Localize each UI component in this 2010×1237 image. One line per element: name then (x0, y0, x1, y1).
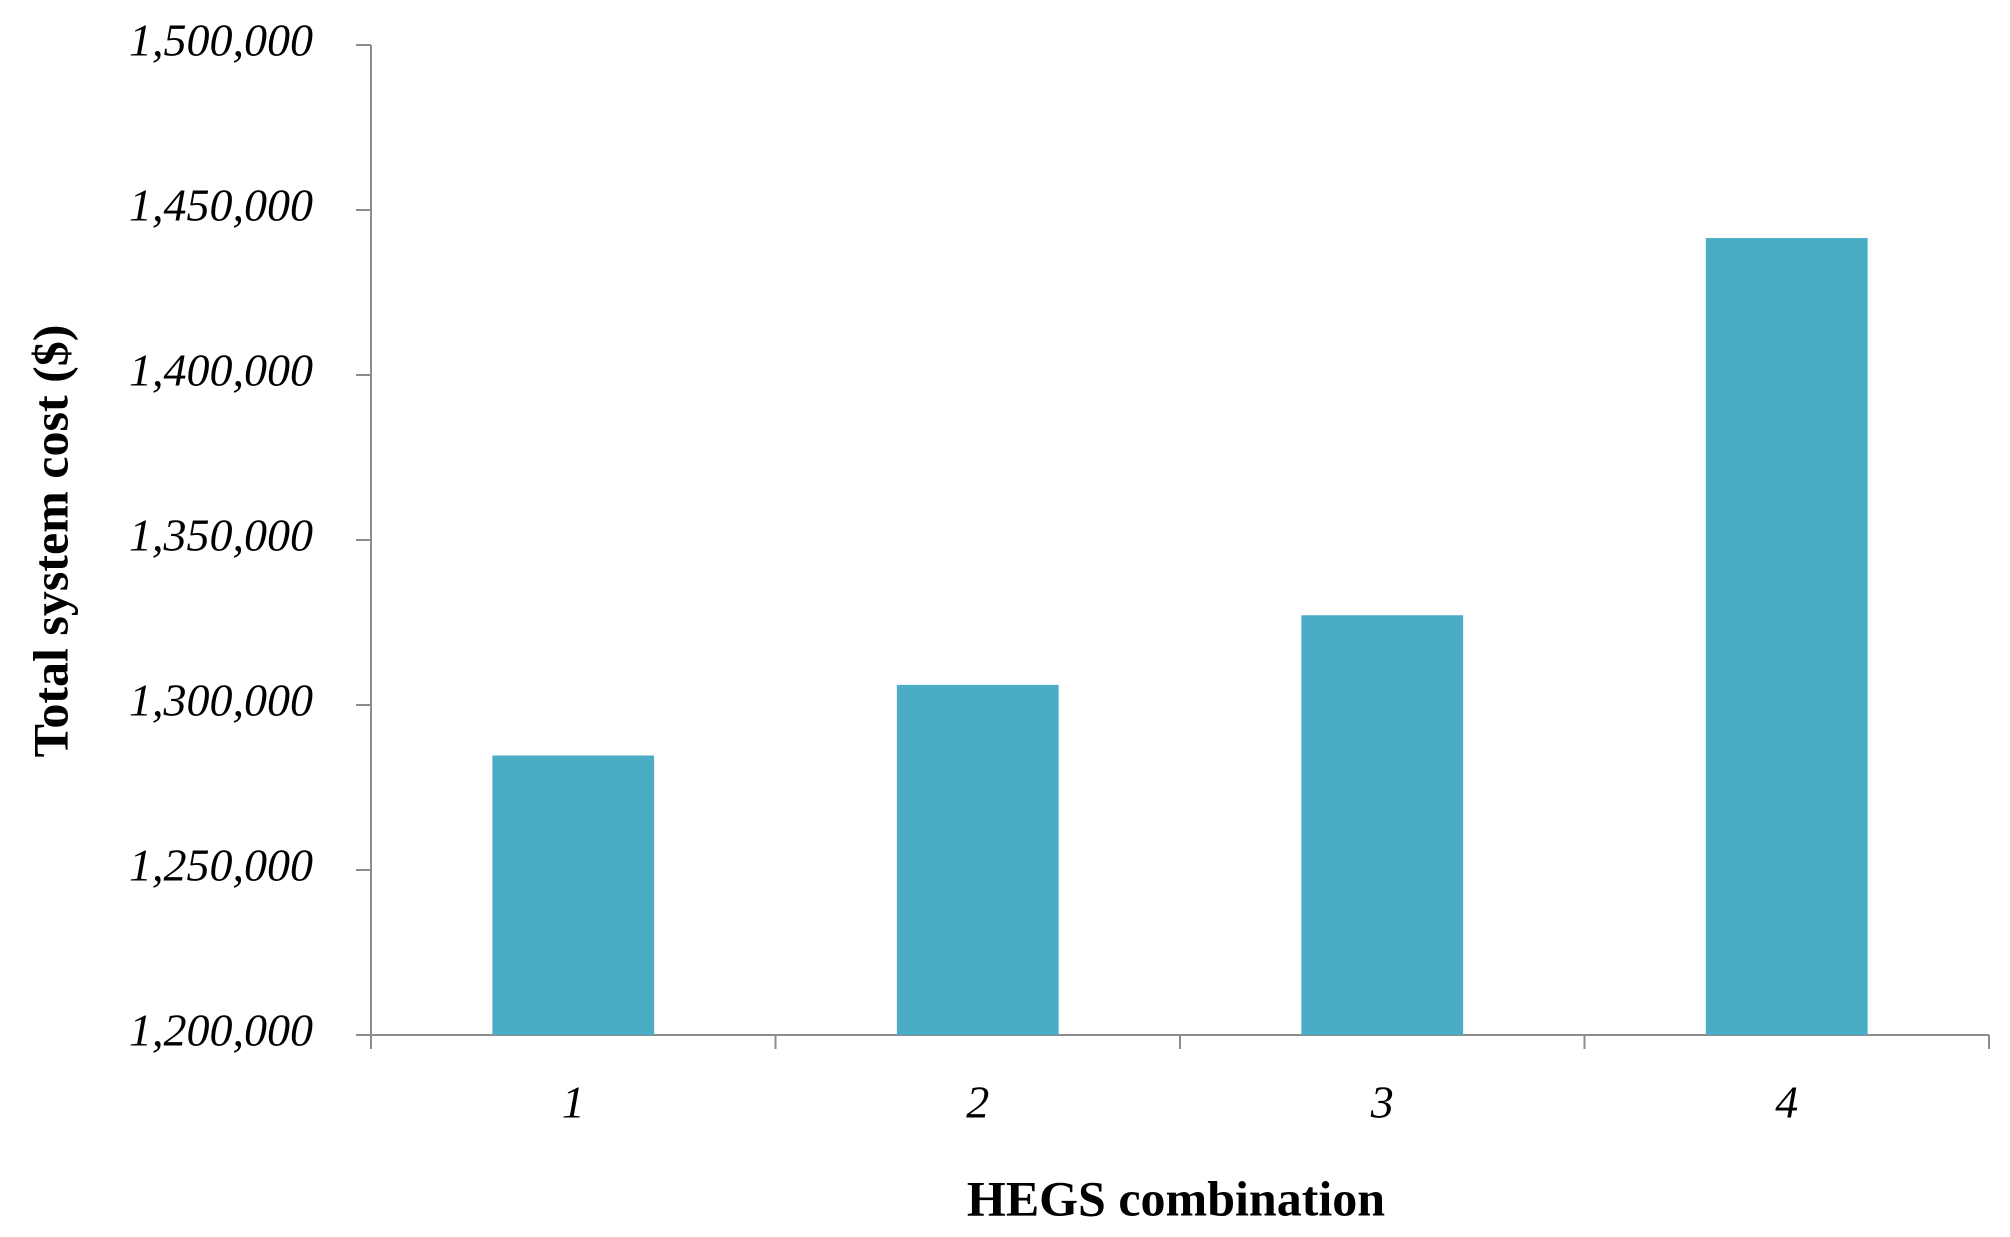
bar (492, 755, 655, 1035)
y-tick-label: 1,300,000 (129, 675, 313, 726)
y-axis-title: Total system cost ($) (22, 325, 78, 758)
x-tick-label: 4 (1775, 1077, 1798, 1128)
x-tick-label: 3 (1370, 1077, 1394, 1128)
y-tick-label: 1,250,000 (129, 840, 313, 891)
y-tick-label: 1,350,000 (129, 510, 313, 561)
y-tick-label: 1,500,000 (129, 15, 313, 66)
y-tick-label: 1,200,000 (129, 1005, 313, 1056)
bar (896, 684, 1059, 1035)
x-tick-label: 2 (966, 1077, 989, 1128)
bar (1301, 615, 1464, 1035)
x-tick-label: 1 (562, 1077, 585, 1128)
x-axis-title: HEGS combination (967, 1170, 1385, 1226)
y-tick-label: 1,450,000 (129, 180, 313, 231)
y-tick-label: 1,400,000 (129, 345, 313, 396)
bar (1705, 238, 1868, 1036)
